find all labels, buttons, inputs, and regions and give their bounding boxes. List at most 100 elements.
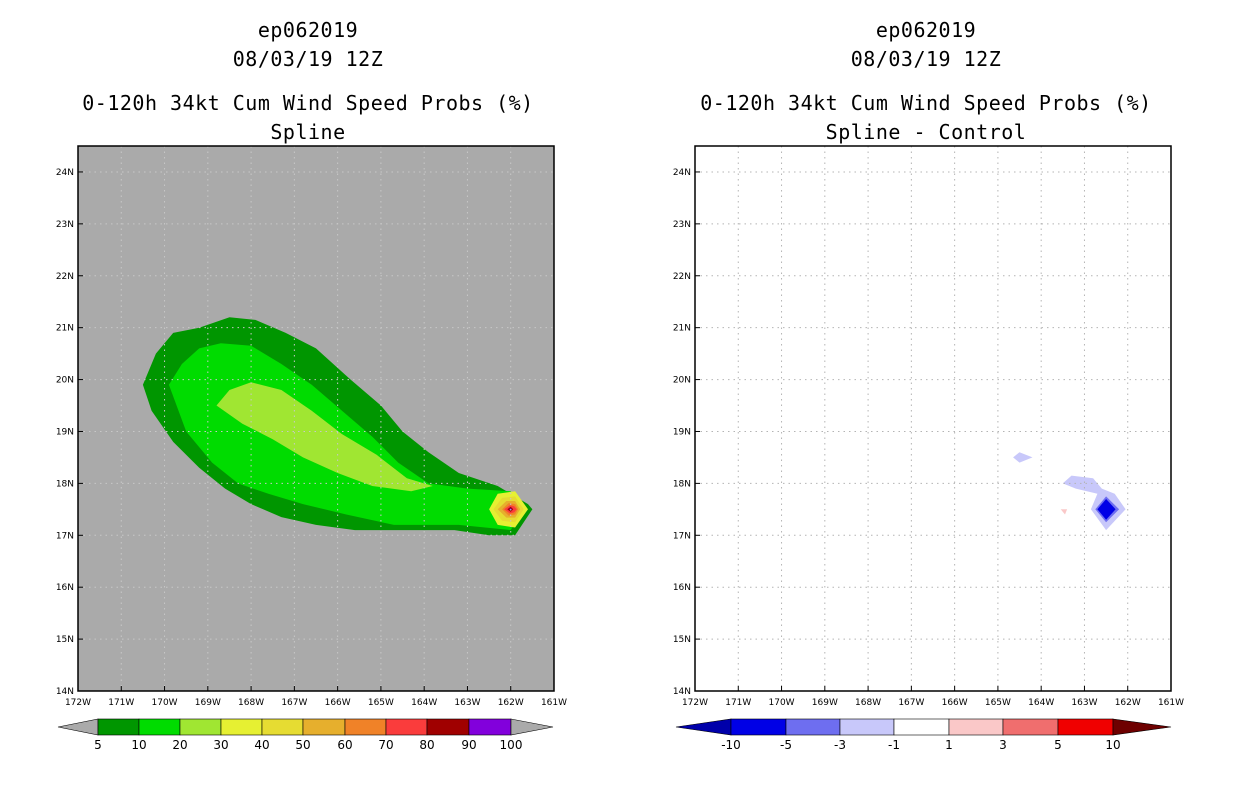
y-tick-label: 21N [56, 324, 74, 334]
contour-20-2 [216, 382, 433, 492]
right-title-line-1: ep062019 [875, 18, 977, 42]
x-tick-label: 166W [942, 698, 968, 708]
color-bar-segment [468, 718, 512, 736]
color-bar-segment [785, 718, 841, 736]
color-bar-label: 20 [172, 738, 187, 752]
x-tick-label: 167W [281, 698, 307, 708]
left-title-line-1: ep062019 [257, 18, 359, 42]
color-bar-segment [302, 718, 346, 736]
x-tick-label: 161W [1158, 698, 1184, 708]
color-bar: -10 -5 -3 -1 1 3 5 10 [675, 718, 1172, 752]
color-bar-segment [97, 718, 140, 736]
y-tick-label: 14N [673, 687, 691, 697]
color-bar-segment [948, 718, 1004, 736]
x-tick-label: 165W [985, 698, 1011, 708]
color-bar-label: 3 [999, 738, 1007, 752]
left-subtitle-line-2: Spline [270, 120, 346, 144]
color-bar-under-arrow [675, 718, 732, 736]
y-tick-label: 22N [673, 272, 691, 282]
y-tick-label: 19N [56, 427, 74, 437]
color-bar-segment [893, 718, 950, 736]
x-tick-label: 167W [898, 698, 924, 708]
x-tick-label: 166W [325, 698, 351, 708]
color-bar-over-arrow [1112, 718, 1172, 736]
color-bar-segment [730, 718, 787, 736]
x-tick-label: 161W [541, 698, 567, 708]
color-bar-label: -3 [834, 738, 846, 752]
contour-neg5-3 [1097, 499, 1116, 520]
plot-frame [694, 145, 1172, 692]
y-tick-label: 19N [673, 427, 691, 437]
x-tick-label: 172W [682, 698, 708, 708]
y-tick-label: 15N [56, 635, 74, 645]
difference-panel: 172W 171W 170W 169W 168W 167W 166W 165W 164W 163W… [673, 145, 1184, 752]
x-tick-label: 164W [411, 698, 437, 708]
left-title-line-2: 08/03/19 12Z [232, 47, 384, 71]
x-tick-label: 170W [152, 698, 178, 708]
color-bar-segment [138, 718, 181, 736]
color-bar-segment [1057, 718, 1114, 736]
contour-1-4 [1060, 509, 1068, 515]
color-bar-label: 1 [945, 738, 953, 752]
right-title-line-2: 08/03/19 12Z [850, 47, 1002, 71]
x-tick-label: 163W [454, 698, 480, 708]
color-bar-under-arrow [57, 718, 99, 736]
color-bar-label: 5 [1054, 738, 1062, 752]
y-tick-label: 23N [673, 220, 691, 230]
color-bar-segment [1002, 718, 1059, 736]
y-tick-label: 20N [56, 376, 74, 386]
color-bar-label: 10 [131, 738, 146, 752]
x-tick-label: 165W [368, 698, 394, 708]
y-tick-label: 17N [673, 531, 691, 541]
color-bar-label: -10 [721, 738, 741, 752]
x-tick-label: 169W [812, 698, 838, 708]
color-bar-segment [220, 718, 263, 736]
x-tick-label: 168W [855, 698, 881, 708]
left-subtitle-line-1: 0-120h 34kt Cum Wind Speed Probs (%) [82, 91, 534, 115]
y-tick-label: 22N [56, 272, 74, 282]
y-tick-label: 20N [673, 376, 691, 386]
x-tick-label: 164W [1028, 698, 1054, 708]
color-bar-label: 90 [461, 738, 476, 752]
y-tick-label: 15N [673, 635, 691, 645]
color-bar-segment [839, 718, 895, 736]
plot-background [695, 146, 1171, 691]
y-tick-label: 16N [673, 583, 691, 593]
x-tick-label: 162W [498, 698, 524, 708]
y-tick-label: 24N [673, 168, 691, 178]
y-tick-label: 18N [673, 479, 691, 489]
color-bar-label: 30 [213, 738, 228, 752]
color-bar-segment [426, 718, 470, 736]
right-subtitle-line-1: 0-120h 34kt Cum Wind Speed Probs (%) [700, 91, 1152, 115]
color-bar-segment [385, 718, 428, 736]
spline-panel: 172W 171W 170W 169W 168W 167W 166W 165W 164W 163W… [56, 145, 567, 752]
contour-neg1-0 [1013, 452, 1033, 463]
color-bar-label: -5 [780, 738, 792, 752]
color-bar-label: 80 [419, 738, 434, 752]
x-tick-label: 170W [769, 698, 795, 708]
y-tick-label: 17N [56, 531, 74, 541]
y-tick-label: 16N [56, 583, 74, 593]
color-bar: 5 10 20 30 40 50 60 70 80 90 100 [57, 718, 554, 752]
x-tick-label: 169W [195, 698, 221, 708]
y-tick-label: 23N [56, 220, 74, 230]
x-tick-label: 171W [108, 698, 134, 708]
x-tick-label: 168W [238, 698, 264, 708]
x-tick-label: 172W [65, 698, 91, 708]
color-bar-label: 70 [378, 738, 393, 752]
color-bar-label: 50 [295, 738, 310, 752]
color-bar-label: 100 [500, 738, 523, 752]
y-tick-label: 21N [673, 324, 691, 334]
color-bar-segment [261, 718, 304, 736]
y-tick-label: 14N [56, 687, 74, 697]
x-tick-label: 163W [1071, 698, 1097, 708]
right-subtitle-line-2: Spline - Control [825, 120, 1027, 144]
color-bar-label: 40 [254, 738, 269, 752]
x-tick-label: 162W [1115, 698, 1141, 708]
color-bar-label: 5 [94, 738, 102, 752]
plot-frame [77, 145, 555, 692]
color-bar-segment [344, 718, 387, 736]
y-tick-label: 18N [56, 479, 74, 489]
color-bar-label: 10 [1105, 738, 1120, 752]
